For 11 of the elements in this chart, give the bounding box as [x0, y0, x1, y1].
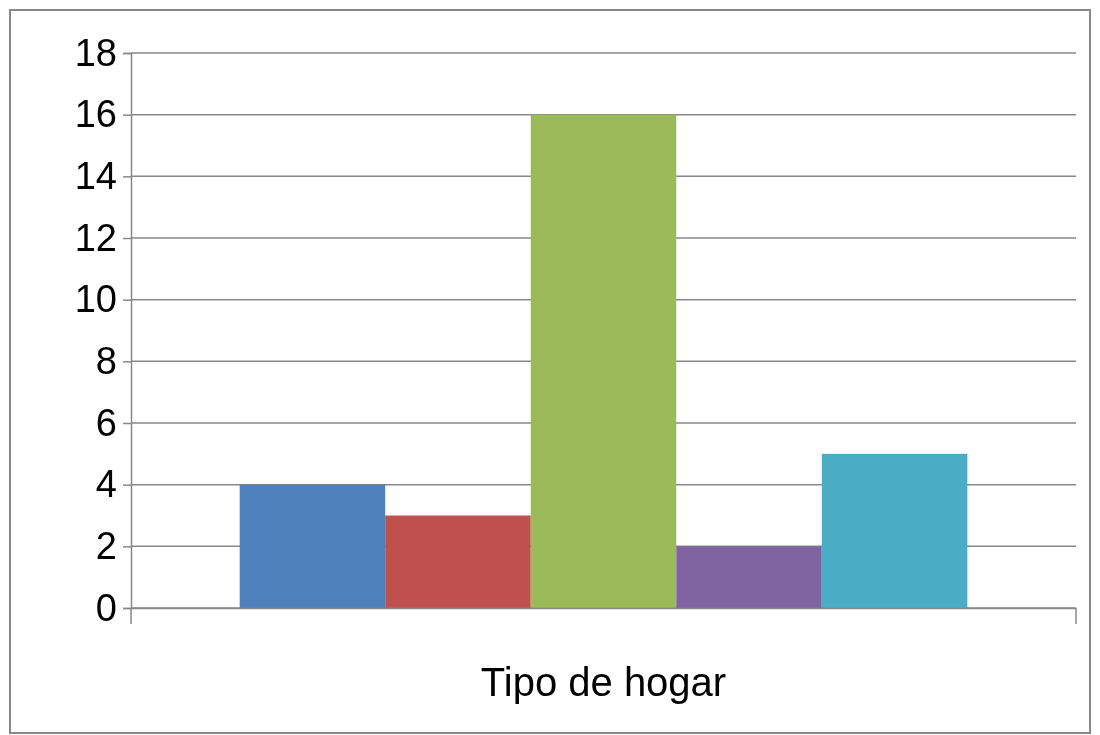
y-tick-label: 10: [74, 278, 117, 321]
y-tick-label: 2: [95, 524, 117, 567]
y-tick-label: 14: [74, 154, 117, 197]
y-tick-label: 18: [74, 31, 117, 74]
y-tick-label: 6: [95, 401, 117, 444]
y-tick-label: 12: [74, 216, 117, 259]
y-tick-label: 8: [95, 339, 117, 382]
y-tick-label: 4: [95, 463, 117, 506]
y-tick-label: 16: [74, 93, 117, 136]
y-tick-label: 0: [95, 586, 117, 629]
x-tick-label: Tipo de hogar: [480, 660, 727, 705]
